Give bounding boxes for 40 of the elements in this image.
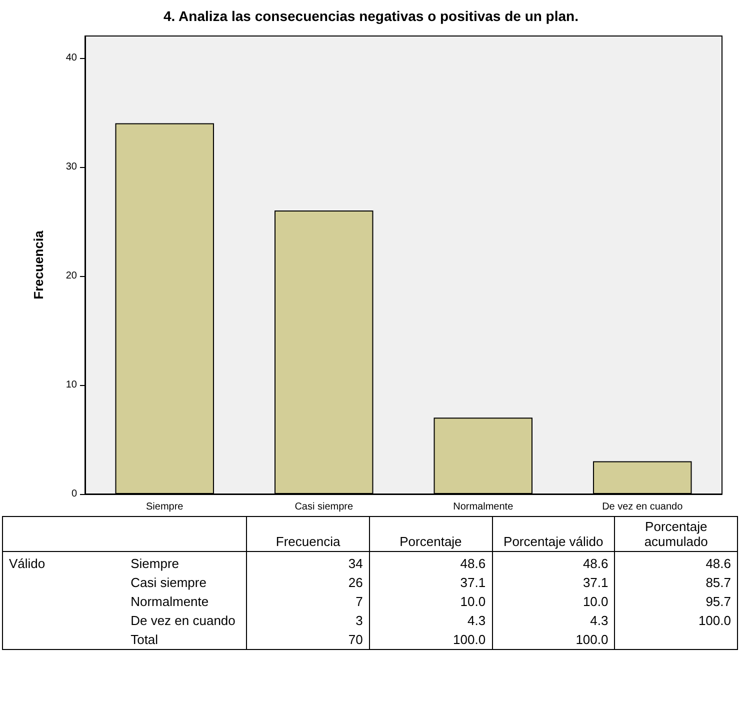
text: 100.0	[576, 632, 608, 647]
y-tick-label: 10	[66, 379, 78, 390]
category-label: Frecuencia	[246, 516, 370, 552]
text: 37.1	[582, 575, 608, 590]
y-tick-label: 0	[71, 488, 78, 500]
text: 3	[356, 613, 363, 628]
text: Válido	[2, 552, 125, 573]
text: 34	[348, 556, 363, 571]
text: 7	[356, 594, 363, 609]
y-tick-label: 20	[66, 270, 78, 282]
category-label: Total	[130, 632, 158, 647]
category-label: Porcentaje acumulado	[614, 516, 738, 552]
text: 4.3	[590, 613, 608, 628]
text: 85.7	[706, 575, 731, 590]
category-label: Casi siempre	[130, 575, 206, 590]
y-axis-title: Frecuencia	[31, 230, 46, 300]
category-label: De vez en cuando	[130, 613, 236, 628]
x-tick-label: Siempre	[146, 502, 184, 512]
text: 10.0	[582, 594, 608, 609]
x-tick-label: De vez en cuando	[602, 502, 684, 512]
y-tick-label: 30	[66, 161, 78, 172]
text: 10.0	[460, 594, 486, 609]
text: 26	[348, 575, 363, 590]
chart-title: 4. Analiza las consecuencias negativas o positivas de un plan.	[164, 8, 578, 24]
category-label: Normalmente	[130, 594, 209, 609]
text: 48.6	[582, 556, 608, 571]
category-label: Siempre	[130, 556, 180, 571]
y-tick-label: 40	[66, 52, 78, 64]
text: 4.3	[467, 613, 486, 628]
text: 37.1	[460, 575, 486, 590]
x-tick-label: Casi siempre	[294, 502, 354, 512]
text: 95.7	[706, 594, 731, 609]
text: 100.0	[698, 613, 731, 628]
text: 100.0	[453, 632, 486, 647]
category-label: Porcentaje	[369, 516, 492, 552]
text: 48.6	[460, 556, 486, 571]
text: 48.6	[706, 556, 731, 571]
x-tick-label: Normalmente	[453, 502, 514, 512]
text: 70	[348, 632, 363, 647]
category-label: Porcentaje válido	[492, 516, 615, 552]
